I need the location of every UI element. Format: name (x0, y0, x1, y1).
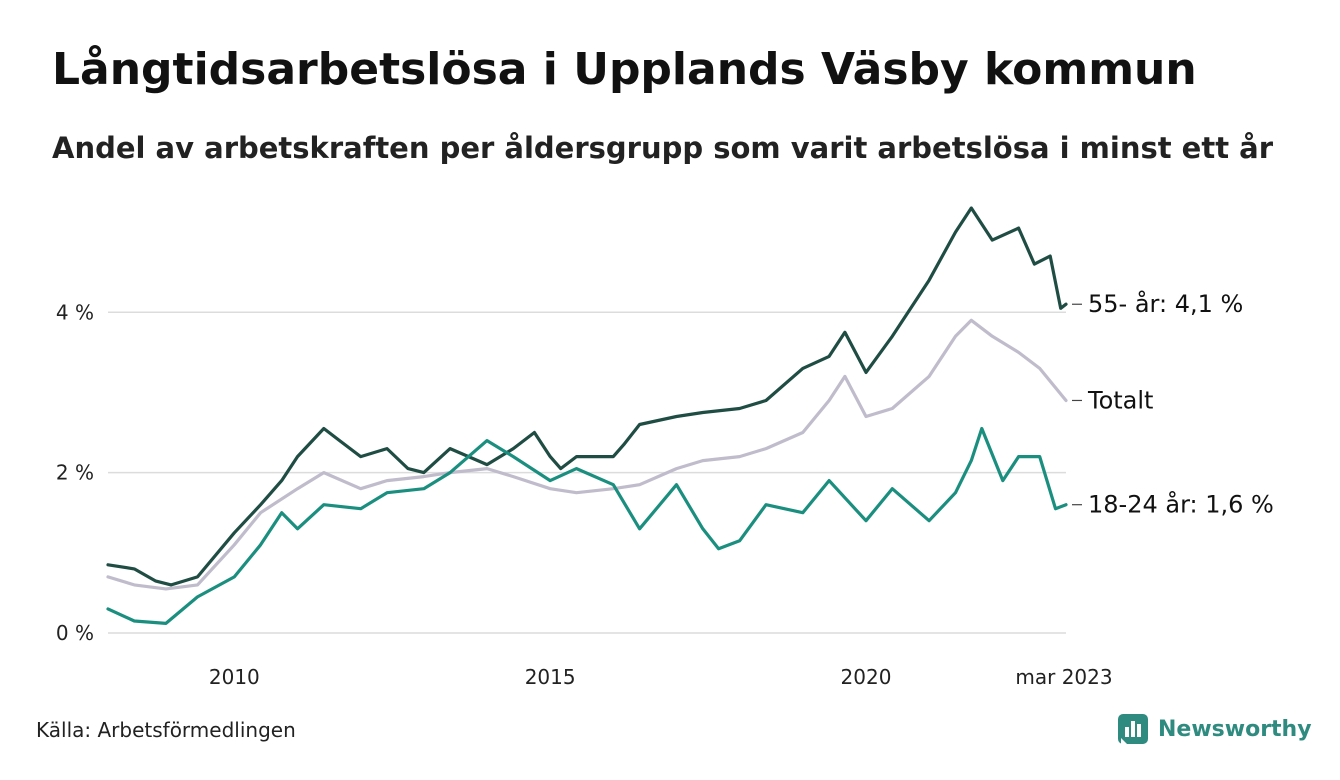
series-line (106, 206, 1068, 587)
x-tick-label: 2010 (209, 665, 260, 689)
x-tick-label: 2020 (841, 665, 892, 689)
series-line (106, 426, 1068, 625)
line-chart: 0 % 2 % 4 % 2010 2015 2020 mar 2023 Totalt 55-… (56, 206, 1274, 689)
source-note: Källa: Arbetsförmedlingen (36, 718, 296, 742)
x-axis-ticks: 2010 2015 2020 mar 2023 (209, 665, 1113, 689)
brand-name: Newsworthy (1158, 716, 1312, 742)
brand-logo: Newsworthy (1118, 714, 1312, 744)
y-axis-ticks: 0 % 2 % 4 % (56, 300, 94, 645)
series-end-labels: Totalt 55- år: 4,1 % 18-24 år: 1,6 % (1072, 289, 1274, 519)
chart-subtitle: Andel av arbetskraften per åldersgrupp s… (52, 131, 1274, 165)
newsworthy-logo-icon (1118, 714, 1148, 744)
series-lines (106, 206, 1068, 625)
series-end-label: 18-24 år: 1,6 % (1088, 490, 1274, 519)
series-end-label: Totalt (1087, 386, 1153, 414)
y-tick-label: 4 % (56, 300, 94, 324)
chart-title: Långtidsarbetslösa i Upplands Väsby komm… (52, 44, 1197, 95)
y-tick-label: 0 % (56, 621, 94, 645)
series-end-label: 55- år: 4,1 % (1088, 289, 1243, 318)
series-line (106, 318, 1068, 591)
y-tick-label: 2 % (56, 461, 94, 485)
x-tick-label: 2015 (525, 665, 576, 689)
x-tick-label: mar 2023 (1015, 665, 1112, 689)
